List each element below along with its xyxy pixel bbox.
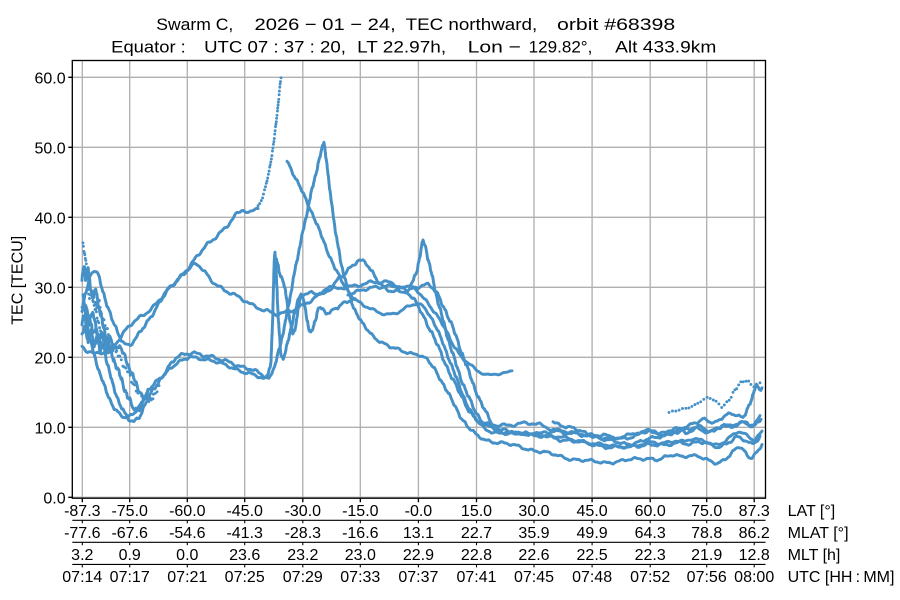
svg-text:0.0: 0.0 (43, 491, 65, 508)
svg-text:15.0: 15.0 (461, 503, 492, 520)
svg-text:22.8: 22.8 (461, 547, 492, 564)
svg-text:22.6: 22.6 (518, 547, 549, 564)
svg-text:-41.3: -41.3 (226, 525, 263, 542)
svg-text:78.8: 78.8 (691, 525, 722, 542)
svg-text:UTC 07 : 37 : 20,: UTC 07 : 37 : 20, (204, 38, 346, 57)
svg-text:-75.0: -75.0 (111, 503, 148, 520)
svg-text:87.3: 87.3 (739, 503, 770, 520)
svg-text:23.6: 23.6 (229, 547, 260, 564)
svg-text:07:29: 07:29 (283, 569, 323, 586)
svg-text:Alt 433.9km: Alt 433.9km (615, 38, 716, 57)
svg-text:21.9: 21.9 (691, 547, 722, 564)
svg-text:07:17: 07:17 (110, 569, 150, 586)
svg-text:30.0: 30.0 (518, 503, 549, 520)
svg-text:07:52: 07:52 (630, 569, 670, 586)
svg-text:07:41: 07:41 (456, 569, 496, 586)
svg-text:07:37: 07:37 (398, 569, 438, 586)
svg-text:07:45: 07:45 (514, 569, 554, 586)
svg-text:3.2: 3.2 (71, 547, 93, 564)
svg-text:UTC [HH : MM]: UTC [HH : MM] (788, 569, 895, 586)
svg-text:40.0: 40.0 (34, 211, 65, 228)
svg-text:22.9: 22.9 (403, 547, 434, 564)
svg-text:-16.6: -16.6 (342, 525, 379, 542)
svg-text:23.2: 23.2 (287, 547, 318, 564)
svg-text:2026 − 01 − 24,: 2026 − 01 − 24, (255, 15, 396, 34)
svg-text:20.0: 20.0 (34, 351, 65, 368)
svg-text:TEC northward,: TEC northward, (406, 15, 538, 34)
svg-text:30.0: 30.0 (34, 281, 65, 298)
svg-text:35.9: 35.9 (518, 525, 549, 542)
svg-text:60.0: 60.0 (34, 71, 65, 88)
svg-text:Lon −: Lon − (468, 38, 521, 57)
svg-text:MLT [h]: MLT [h] (788, 547, 841, 564)
svg-text:-60.0: -60.0 (169, 503, 206, 520)
svg-text:07:56: 07:56 (687, 569, 727, 586)
svg-text:-87.3: -87.3 (64, 503, 101, 520)
svg-text:MLAT [°]: MLAT [°] (788, 525, 849, 542)
svg-text:Swarm C,: Swarm C, (156, 15, 233, 34)
svg-text:LAT [°]: LAT [°] (788, 503, 836, 520)
svg-text:12.8: 12.8 (739, 547, 770, 564)
svg-text:-67.6: -67.6 (111, 525, 148, 542)
svg-text:0.0: 0.0 (176, 547, 198, 564)
svg-text:49.9: 49.9 (577, 525, 608, 542)
svg-text:13.1: 13.1 (403, 525, 434, 542)
svg-text:50.0: 50.0 (34, 141, 65, 158)
svg-text:45.0: 45.0 (577, 503, 608, 520)
svg-text:64.3: 64.3 (635, 525, 666, 542)
svg-text:75.0: 75.0 (691, 503, 722, 520)
svg-text:-45.0: -45.0 (226, 503, 263, 520)
svg-text:129.82°,: 129.82°, (529, 38, 593, 57)
svg-text:07:14: 07:14 (62, 569, 102, 586)
svg-text:23.0: 23.0 (345, 547, 376, 564)
svg-text:07:25: 07:25 (225, 569, 265, 586)
svg-text:10.0: 10.0 (34, 421, 65, 438)
svg-text:22.3: 22.3 (635, 547, 666, 564)
svg-text:0.9: 0.9 (119, 547, 141, 564)
svg-text:-28.3: -28.3 (285, 525, 322, 542)
svg-text:07:33: 07:33 (340, 569, 380, 586)
svg-text:LT 22.97h,: LT 22.97h, (357, 38, 446, 57)
svg-text:08:00: 08:00 (734, 569, 774, 586)
svg-text:07:48: 07:48 (572, 569, 612, 586)
svg-text:-15.0: -15.0 (342, 503, 379, 520)
svg-text:orbit #68398: orbit #68398 (557, 15, 675, 34)
svg-text:22.7: 22.7 (461, 525, 492, 542)
svg-text:-77.6: -77.6 (64, 525, 101, 542)
svg-text:07:21: 07:21 (167, 569, 207, 586)
svg-text:TEC [TECU]: TEC [TECU] (9, 236, 26, 325)
svg-text:86.2: 86.2 (739, 525, 770, 542)
svg-text:Equator :: Equator : (111, 38, 186, 57)
svg-text:60.0: 60.0 (635, 503, 666, 520)
svg-text:-30.0: -30.0 (285, 503, 322, 520)
svg-text:-0.0: -0.0 (405, 503, 433, 520)
svg-text:-54.6: -54.6 (169, 525, 206, 542)
svg-text:22.5: 22.5 (577, 547, 608, 564)
